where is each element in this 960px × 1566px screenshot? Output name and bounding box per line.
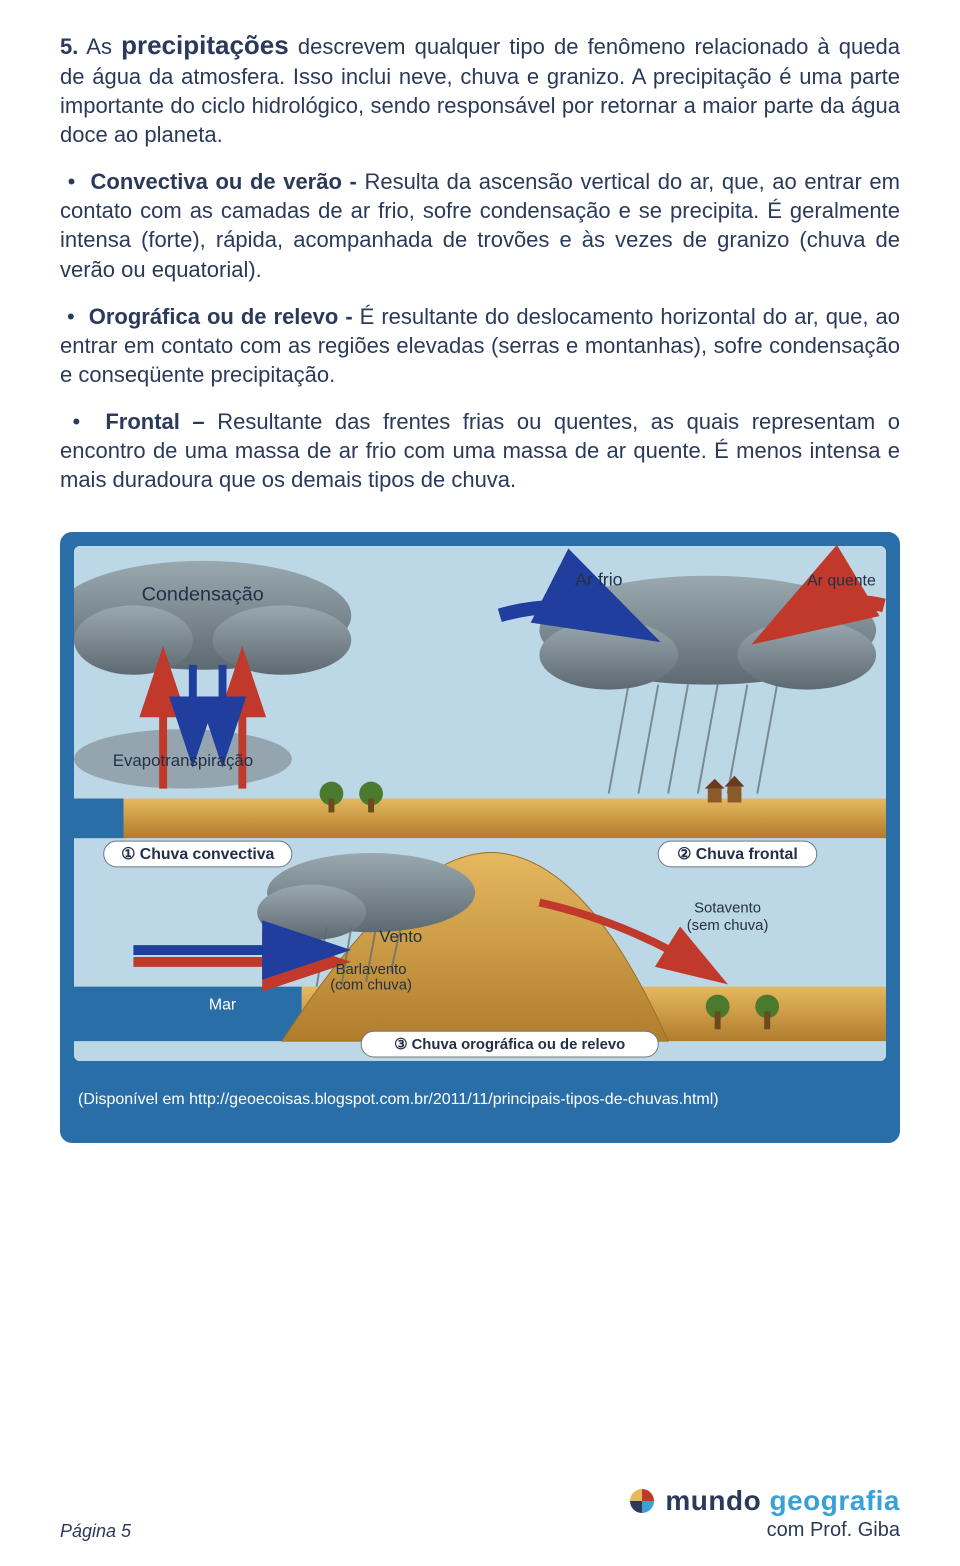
- lbl-sotavento1: Sotavento: [694, 900, 761, 916]
- lbl-vento: Vento: [379, 927, 422, 946]
- tag-2: ② Chuva frontal: [677, 846, 798, 863]
- lbl-arfrio: Ar frio: [575, 569, 623, 589]
- figure-container: Condensação Evapotranspiração ① Chuva co…: [60, 532, 900, 1143]
- body-text: 5. As precipitações descrevem qualquer t…: [60, 28, 900, 494]
- bullet: •: [60, 409, 93, 434]
- brand-geo: geografia: [761, 1485, 900, 1516]
- brand-mundo: mundo: [665, 1485, 761, 1516]
- brand-block: mundo geografia com Prof. Giba: [627, 1485, 900, 1542]
- bullet: •: [60, 304, 82, 329]
- lbl-arquente: Ar quente: [807, 572, 876, 589]
- tag-3: ③ Chuva orográfica ou de relevo: [394, 1037, 625, 1053]
- figure-caption: (Disponível em http://geoecoisas.blogspo…: [74, 1061, 886, 1129]
- rain-types-diagram: Condensação Evapotranspiração ① Chuva co…: [74, 546, 886, 1061]
- term-frontal: Frontal –: [105, 409, 204, 434]
- lbl-barlavento2: (com chuva): [330, 977, 412, 993]
- para-orografica: • Orográfica ou de relevo - É resultante…: [60, 302, 900, 389]
- term-convectiva: Convectiva ou de verão -: [91, 169, 357, 194]
- page-footer: Página 5 mundo geografia com Prof. Giba: [60, 1485, 900, 1542]
- para-intro: 5. As precipitações descrevem qualquer t…: [60, 28, 900, 149]
- lbl-sotavento2: (sem chuva): [687, 918, 769, 934]
- lbl-mar: Mar: [209, 996, 237, 1013]
- bullet: •: [60, 169, 83, 194]
- para-frontal: • Frontal – Resultante das frentes frias…: [60, 407, 900, 494]
- lbl-evap: Evapotranspiração: [113, 751, 253, 770]
- brand-prof: com Prof. Giba: [627, 1519, 900, 1542]
- lbl-condensacao: Condensação: [142, 583, 264, 605]
- intro-as: As: [86, 34, 121, 59]
- page-number: Página 5: [60, 1521, 131, 1542]
- figure-inner: Condensação Evapotranspiração ① Chuva co…: [74, 546, 886, 1061]
- brand-line: mundo geografia: [627, 1485, 900, 1517]
- term-precipitacoes: precipitações: [121, 30, 289, 60]
- brand-logo-icon: [627, 1486, 657, 1516]
- term-orografica: Orográfica ou de relevo -: [89, 304, 353, 329]
- para-convectiva: • Convectiva ou de verão - Resulta da as…: [60, 167, 900, 283]
- tag-1: ① Chuva convectiva: [121, 846, 274, 863]
- item-number: 5.: [60, 34, 78, 59]
- lbl-barlavento1: Barlavento: [336, 962, 407, 978]
